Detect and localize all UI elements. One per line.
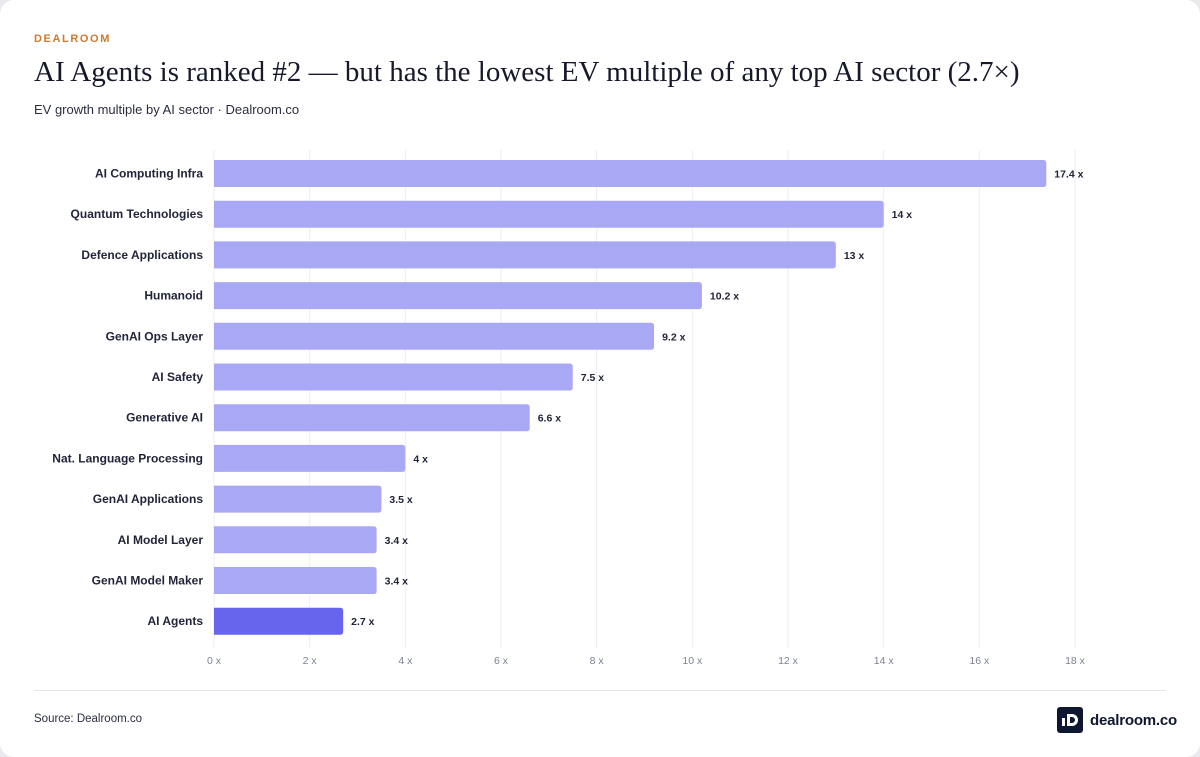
value-label: 7.5 x [581,372,605,384]
dealroom-logo-text: dealroom.co [1090,711,1177,729]
bar-highlight [214,607,344,635]
category-label: AI Computing Infra [95,167,203,181]
value-label: 4 x [413,453,428,465]
bar [214,322,655,350]
value-label: 10.2 x [710,291,739,303]
value-label: 6.6 x [538,413,562,425]
bar [214,363,573,391]
dealroom-logo[interactable]: dealroom.co [1057,707,1177,733]
x-tick-label: 12 x [778,655,799,667]
bar [214,200,884,228]
value-label: 2.7 x [351,616,375,628]
value-label: 3.4 x [385,576,409,588]
bar [214,526,377,554]
x-tick-label: 10 x [682,655,703,667]
category-label: Quantum Technologies [71,207,204,221]
bar [214,241,836,269]
bar-chart: 0 x 2 x 4 x 6 x 8 x 10 x 12 x 14 x 16 x 18 x AI Co… [52,150,1086,667]
category-label: Generative AI [126,411,203,425]
bar [214,567,377,594]
x-tick-label: 2 x [303,655,318,667]
chart-title: AI Agents is ranked #2 — but has the low… [34,56,1020,88]
bar [214,485,382,513]
value-label: 14 x [892,209,913,221]
value-label: 3.5 x [389,494,413,506]
value-label: 9.2 x [662,331,686,343]
category-label: GenAI Ops Layer [106,329,204,343]
category-label: GenAI Applications [93,492,204,506]
source-note: Source: Dealroom.co [34,713,143,725]
bar [214,282,702,310]
x-tick-label: 8 x [590,655,605,667]
x-tick-label: 14 x [874,655,895,667]
bar [214,404,530,432]
category-label: Nat. Language Processing [52,451,203,465]
x-tick-label: 6 x [494,655,509,667]
category-label: AI Model Layer [118,533,204,547]
footer-divider [34,690,1166,691]
dealroom-logo-icon [1057,707,1083,733]
value-label: 3.4 x [385,535,409,547]
category-label: Defence Applications [81,248,203,262]
x-tick-label: 4 x [398,655,413,667]
x-tick-label: 0 x [207,655,222,667]
bar [214,444,406,472]
category-label: GenAI Model Maker [92,574,204,588]
brand-tag: DEALROOM [34,33,111,45]
x-tick-label: 18 x [1065,655,1086,667]
category-label: Humanoid [144,289,203,303]
category-label: AI Safety [152,370,204,384]
category-label: AI Agents [147,614,203,628]
bar [214,160,1047,187]
value-label: 17.4 x [1054,169,1083,181]
chart-subtitle: EV growth multiple by AI sector · Dealro… [34,102,300,117]
value-label: 13 x [844,250,865,262]
x-tick-label: 16 x [969,655,990,667]
